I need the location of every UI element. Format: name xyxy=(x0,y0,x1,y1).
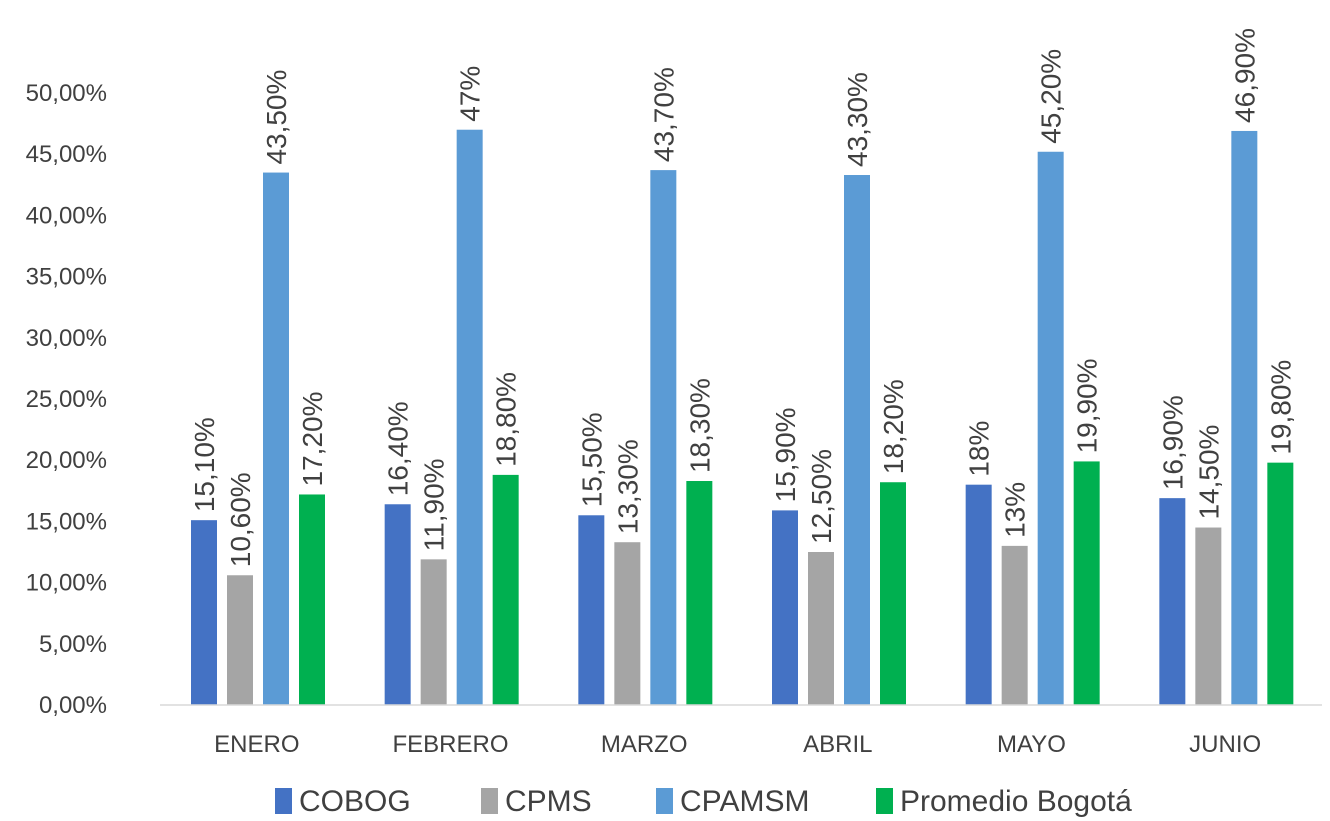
bar xyxy=(772,510,798,705)
y-tick-label: 40,00% xyxy=(26,202,107,229)
y-axis: 0,00% 5,00% 10,00% 15,00% 20,00% 25,00% 30,00%… xyxy=(26,80,107,719)
legend-swatch xyxy=(876,788,893,814)
bar xyxy=(614,542,641,705)
legend-label: CPMS xyxy=(505,785,592,818)
data-label: 15,10% xyxy=(189,417,220,512)
data-label: 16,40% xyxy=(383,401,414,496)
bar xyxy=(844,175,870,705)
data-label: 45,20% xyxy=(1036,49,1067,144)
data-label: 18,20% xyxy=(878,379,909,474)
bar xyxy=(492,474,519,705)
data-label: 12,50% xyxy=(806,449,837,544)
legend-swatch xyxy=(481,788,498,814)
data-label: 18,80% xyxy=(491,372,522,467)
y-tick-label: 5,00% xyxy=(39,631,107,658)
x-category-label: FEBRERO xyxy=(392,731,508,758)
bar xyxy=(1037,151,1064,705)
data-label: 19,90% xyxy=(1072,358,1103,453)
x-category-label: ENERO xyxy=(214,731,299,758)
legend-swatch xyxy=(275,788,292,814)
y-tick-label: 35,00% xyxy=(26,264,107,291)
x-axis: ENERO FEBRERO MARZO ABRIL MAYO JUNIO xyxy=(214,731,1261,758)
bar xyxy=(456,129,483,706)
bar xyxy=(384,504,411,705)
data-label: 13,30% xyxy=(612,439,643,534)
data-label: 16,90% xyxy=(1157,395,1188,490)
bars-group xyxy=(191,129,1294,706)
data-label: 17,20% xyxy=(297,392,328,487)
bar xyxy=(1001,545,1028,705)
data-label: 47% xyxy=(455,66,486,122)
legend-label: Promedio Bogotá xyxy=(900,785,1132,818)
bar xyxy=(299,494,325,705)
bar xyxy=(1159,498,1186,705)
x-category-label: MAYO xyxy=(997,731,1066,758)
bar xyxy=(263,172,289,705)
bar xyxy=(578,515,605,705)
bar xyxy=(650,170,677,705)
data-label: 18,30% xyxy=(684,378,715,473)
y-tick-label: 20,00% xyxy=(26,447,107,474)
bar xyxy=(1195,527,1222,705)
data-label: 14,50% xyxy=(1193,425,1224,520)
legend: COBOG CPMS CPAMSM Promedio Bogotá xyxy=(275,785,1132,818)
legend-swatch xyxy=(656,788,673,814)
bar xyxy=(1267,462,1294,705)
y-tick-label: 10,00% xyxy=(26,570,107,597)
bar xyxy=(880,482,906,705)
data-label: 15,50% xyxy=(576,412,607,507)
data-label: 43,70% xyxy=(648,67,679,162)
legend-label: CPAMSM xyxy=(680,785,809,818)
y-tick-label: 15,00% xyxy=(26,508,107,535)
data-label: 18% xyxy=(964,421,995,477)
data-label: 46,90% xyxy=(1229,28,1260,123)
bar xyxy=(1073,461,1100,705)
y-tick-label: 0,00% xyxy=(39,692,107,719)
bar xyxy=(191,520,217,705)
x-category-label: ABRIL xyxy=(803,731,872,758)
y-tick-label: 30,00% xyxy=(26,325,107,352)
data-label: 13% xyxy=(1000,482,1031,538)
x-category-label: MARZO xyxy=(601,731,688,758)
data-label: 43,50% xyxy=(261,70,292,165)
legend-label: COBOG xyxy=(299,785,411,818)
bar xyxy=(1231,130,1258,706)
data-label: 15,90% xyxy=(770,407,801,502)
bar xyxy=(808,552,834,705)
x-category-label: JUNIO xyxy=(1189,731,1261,758)
bar xyxy=(965,484,992,705)
bar xyxy=(686,481,713,705)
y-tick-label: 25,00% xyxy=(26,386,107,413)
y-tick-label: 45,00% xyxy=(26,141,107,168)
bar xyxy=(420,559,447,705)
data-label: 43,30% xyxy=(842,72,873,167)
y-tick-label: 50,00% xyxy=(26,80,107,107)
data-label: 11,90% xyxy=(419,458,450,551)
data-label: 19,80% xyxy=(1265,360,1296,455)
bar xyxy=(227,575,253,705)
data-label: 10,60% xyxy=(225,472,256,567)
data-labels-group: 15,10% 16,40% 15,50% 15,90% 18% 16,90% 10,60% 1… xyxy=(189,28,1296,567)
